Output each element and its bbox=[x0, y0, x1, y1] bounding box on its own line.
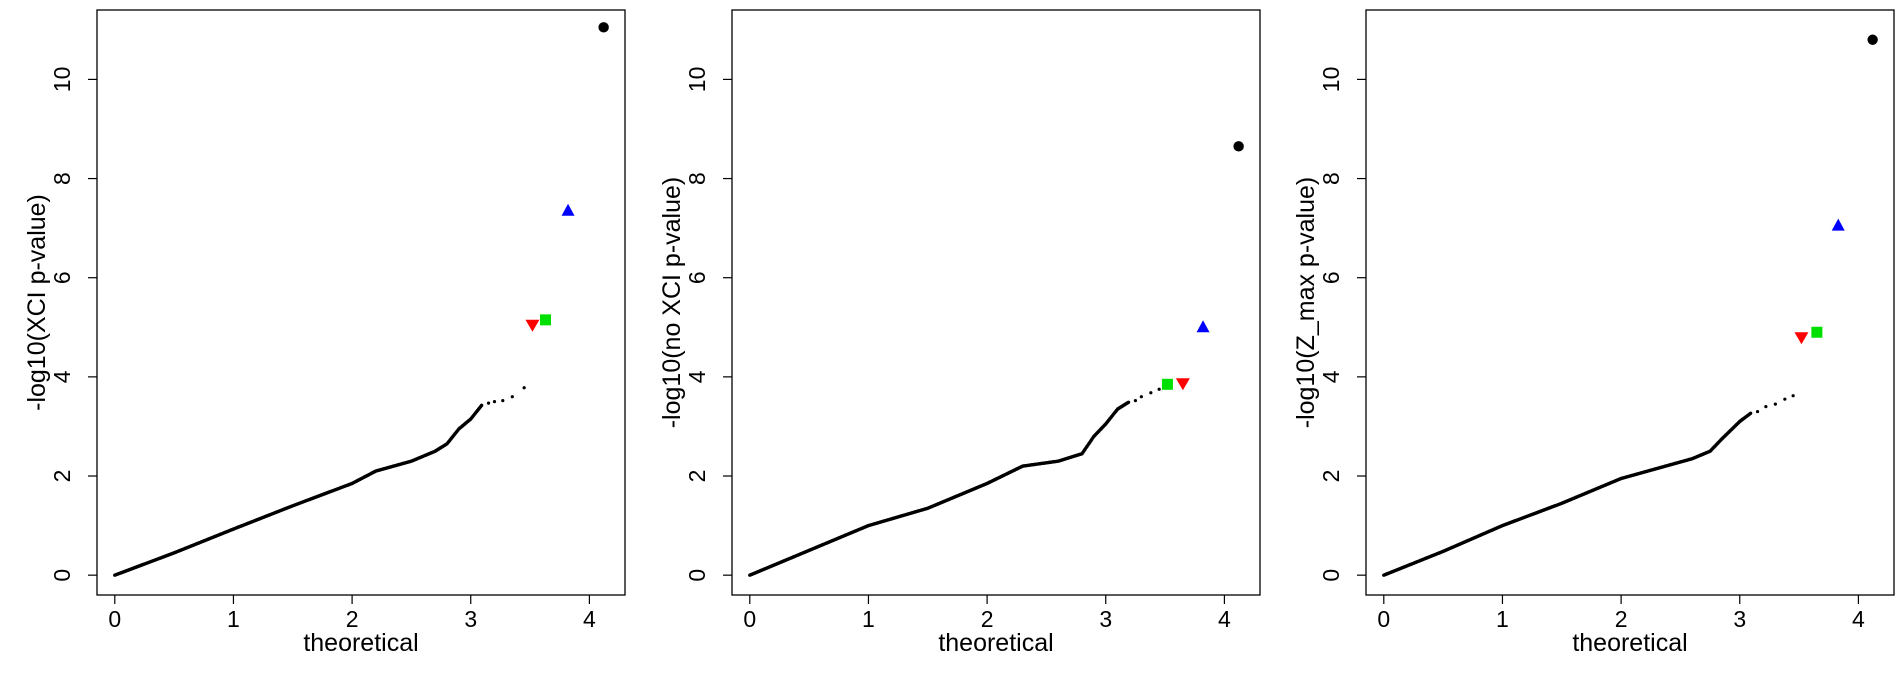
x-tick-label: 3 bbox=[464, 606, 477, 632]
highlight-point-triangle-down bbox=[525, 319, 540, 332]
x-tick-label: 0 bbox=[743, 606, 756, 632]
plot-frame bbox=[731, 9, 1261, 596]
qq-tail-point bbox=[1133, 399, 1138, 403]
qq-tail-point bbox=[1157, 387, 1161, 391]
highlight-point-circle bbox=[1867, 34, 1878, 45]
qq-point-series bbox=[113, 386, 526, 577]
y-tick-label: 4 bbox=[49, 370, 75, 383]
qq-tail-point bbox=[522, 386, 526, 390]
y-tick-label: 10 bbox=[1318, 67, 1344, 93]
y-tick-label: 10 bbox=[684, 67, 710, 93]
y-tick-label: 8 bbox=[1318, 172, 1344, 185]
y-tick-label: 0 bbox=[49, 569, 75, 582]
x-axis-label: theoretical bbox=[938, 629, 1053, 657]
y-tick-label: 6 bbox=[684, 271, 710, 284]
y-axis-label: -log10(no XCI p-value) bbox=[658, 177, 686, 429]
highlight-point-square bbox=[540, 314, 552, 326]
x-tick-label: 0 bbox=[1377, 606, 1390, 632]
qq-tail-point bbox=[1783, 397, 1787, 401]
x-tick-label: 1 bbox=[862, 606, 875, 632]
qq-tail-point bbox=[1764, 405, 1768, 409]
qq-panel-2: 0 1 2 3 4 0 2 4 6 8 10 theoretical -log10(no XCI p-v… bbox=[658, 9, 1261, 657]
highlight-point-triangle-down bbox=[1175, 378, 1190, 391]
qq-point bbox=[479, 403, 484, 408]
y-tick-label: 6 bbox=[1318, 271, 1344, 284]
y-tick-label: 0 bbox=[1318, 569, 1344, 582]
qq-point-series bbox=[1382, 394, 1795, 577]
qq-tail-point bbox=[486, 401, 491, 405]
x-tick-label: 4 bbox=[1218, 606, 1231, 632]
y-tick-label: 0 bbox=[684, 569, 710, 582]
y-tick-label: 6 bbox=[49, 271, 75, 284]
highlight-point-square bbox=[1811, 326, 1823, 338]
x-tick-label: 2 bbox=[346, 606, 359, 632]
highlight-point-triangle-up bbox=[1196, 320, 1210, 333]
x-axis-label: theoretical bbox=[1572, 629, 1687, 657]
x-tick-label: 4 bbox=[1852, 606, 1865, 632]
x-tick-label: 2 bbox=[981, 606, 994, 632]
qq-tail-point bbox=[1773, 402, 1777, 406]
qq-tail-point bbox=[1791, 394, 1795, 398]
y-axis-label: -log10(Z_max p-value) bbox=[1292, 177, 1320, 429]
highlight-point-square bbox=[1161, 378, 1173, 390]
qq-tail-point bbox=[1149, 391, 1153, 395]
x-tick-label: 1 bbox=[1496, 606, 1509, 632]
qq-panel-1: 0 1 2 3 4 0 2 4 6 8 10 theoretical -log10(XCI p-valu… bbox=[23, 9, 626, 657]
x-tick-label: 1 bbox=[227, 606, 240, 632]
qq-tail-point bbox=[1755, 409, 1760, 414]
highlight-point-circle bbox=[1233, 141, 1244, 152]
qq-panel-3: 0 1 2 3 4 0 2 4 6 8 10 theoretical -log10(Z_max p-va… bbox=[1292, 9, 1895, 657]
y-tick-label: 8 bbox=[684, 172, 710, 185]
y-tick-label: 4 bbox=[684, 370, 710, 383]
y-tick-label: 4 bbox=[1318, 370, 1344, 383]
x-tick-label: 3 bbox=[1733, 606, 1746, 632]
qq-tail-point bbox=[501, 399, 505, 403]
qq-point-series bbox=[748, 387, 1161, 577]
qq-point bbox=[1748, 411, 1753, 416]
qq-point bbox=[1126, 400, 1131, 404]
y-axis-label: -log10(XCI p-value) bbox=[23, 194, 51, 411]
highlight-point-triangle-up bbox=[1831, 218, 1845, 231]
y-tick-label: 10 bbox=[49, 67, 75, 93]
y-tick-label: 8 bbox=[49, 172, 75, 185]
y-tick-label: 2 bbox=[684, 470, 710, 483]
qq-tail-point bbox=[510, 395, 514, 399]
y-tick-label: 2 bbox=[49, 470, 75, 483]
x-tick-label: 2 bbox=[1615, 606, 1628, 632]
highlight-point-triangle-down bbox=[1794, 332, 1809, 345]
qq-tail-point bbox=[1139, 395, 1143, 399]
highlight-point-triangle-up bbox=[561, 203, 575, 216]
x-tick-label: 3 bbox=[1099, 606, 1112, 632]
y-tick-label: 2 bbox=[1318, 470, 1344, 483]
x-tick-label: 0 bbox=[108, 606, 121, 632]
plot-frame bbox=[1365, 9, 1895, 596]
x-axis-label: theoretical bbox=[303, 629, 418, 657]
highlight-point-circle bbox=[598, 22, 609, 33]
plot-frame bbox=[96, 9, 626, 596]
x-tick-label: 4 bbox=[583, 606, 596, 632]
qq-tail-point bbox=[492, 400, 497, 404]
